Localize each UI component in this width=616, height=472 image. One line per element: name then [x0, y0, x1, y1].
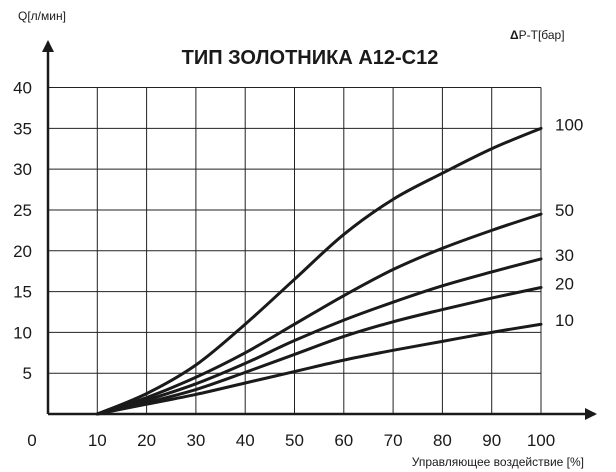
x-tick-label: 100: [527, 431, 555, 450]
curve-label-10: 10: [555, 311, 574, 330]
curves: [95, 126, 543, 416]
x-tick-label: 40: [236, 431, 255, 450]
curve-dp-100: [95, 126, 543, 416]
grid: [48, 87, 542, 414]
y-tick-label: 30: [13, 160, 32, 179]
y-tick-label: 10: [13, 323, 32, 342]
x-tick-label: 90: [482, 431, 501, 450]
y-tick-label: 35: [13, 119, 32, 138]
y-tick-labels: 5 10 15 20 25 30 35 40: [13, 79, 32, 384]
curve-label-50: 50: [555, 201, 574, 220]
origin-label: 0: [27, 431, 36, 450]
curve-dp-10: [95, 322, 543, 416]
y-axis-label: Q[л/мин]: [18, 9, 66, 23]
x-tick-label: 10: [88, 431, 107, 450]
x-tick-label: 30: [186, 431, 205, 450]
x-tick-label: 50: [285, 431, 304, 450]
curve-label-100: 100: [555, 115, 583, 134]
x-tick-label: 70: [384, 431, 403, 450]
curve-dp-50: [95, 212, 543, 416]
curve-dp-30: [95, 257, 543, 416]
y-tick-label: 15: [13, 283, 32, 302]
x-tick-label: 60: [334, 431, 353, 450]
curve-label-20: 20: [555, 274, 574, 293]
y-tick-label: 20: [13, 242, 32, 261]
x-tick-label: 20: [137, 431, 156, 450]
curve-labels: 100 50 30 20 10: [555, 115, 583, 330]
y-tick-label: 5: [23, 364, 32, 383]
curve-dp-20: [95, 285, 543, 416]
curve-label-30: 30: [555, 246, 574, 265]
legend-title: ΔP-T[бар]: [510, 28, 565, 42]
x-tick-label: 80: [433, 431, 452, 450]
x-axis-label: Управляющее воздействие [%]: [412, 455, 584, 469]
y-tick-label: 40: [13, 79, 32, 98]
y-tick-label: 25: [13, 201, 32, 220]
chart-title: ТИП ЗОЛОТНИКА A12-C12: [182, 47, 439, 69]
x-tick-labels: 10 20 30 40 50 60 70 80 90 100: [88, 431, 555, 450]
